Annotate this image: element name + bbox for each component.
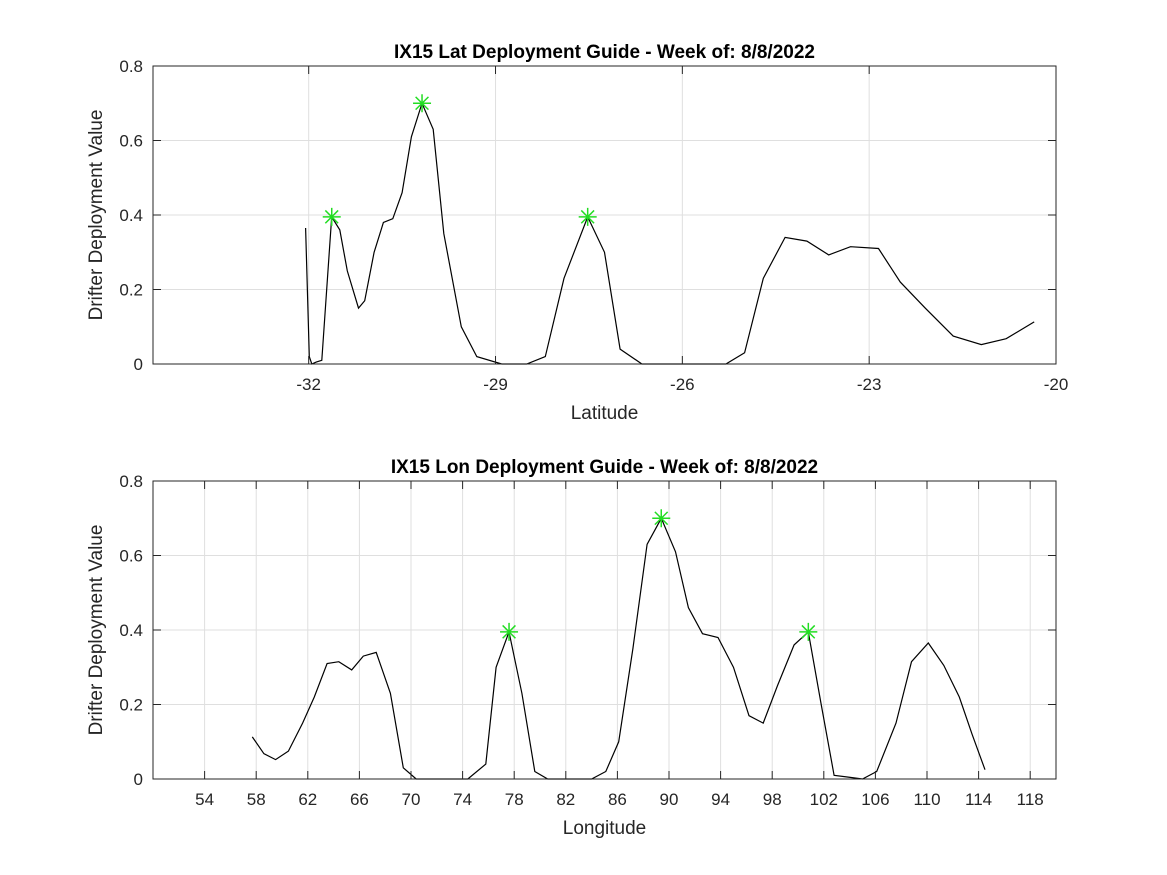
- longitude-chart-title: IX15 Lon Deployment Guide - Week of: 8/8…: [391, 457, 818, 478]
- latitude-y-tick-label: 0.6: [119, 132, 143, 151]
- longitude-y-tick-label: 0.2: [119, 696, 143, 715]
- longitude-y-tick-label: 0.4: [119, 621, 143, 640]
- longitude-x-tick-label: 106: [861, 790, 889, 809]
- longitude-peak-marker: [799, 622, 818, 641]
- longitude-ticks: 54 58 62 66 70 74 78 82 86 90 94 98 102 106 110 114 118 0…: [119, 472, 1056, 809]
- longitude-x-tick-label: 114: [965, 790, 992, 809]
- longitude-x-tick-label: 66: [350, 790, 369, 809]
- latitude-ticks: -32 -29 -26 -23 -20 0 0.2 0.4 0.6 0.8: [119, 57, 1068, 394]
- longitude-x-tick-label: 86: [608, 790, 627, 809]
- longitude-x-tick-label: 58: [247, 790, 266, 809]
- longitude-x-axis-label: Longitude: [563, 818, 646, 839]
- latitude-y-tick-label: 0: [134, 355, 143, 374]
- latitude-y-axis-label: Drifter Deployment Value: [86, 110, 107, 321]
- longitude-chart: 54 58 62 66 70 74 78 82 86 90 94 98 102 106 110 114 118 0…: [86, 457, 1057, 839]
- longitude-peak-markers: [500, 509, 818, 641]
- longitude-x-tick-label: 98: [763, 790, 782, 809]
- longitude-x-tick-label: 74: [453, 790, 472, 809]
- latitude-chart-title: IX15 Lat Deployment Guide - Week of: 8/8…: [394, 42, 815, 63]
- longitude-x-tick-label: 110: [913, 790, 940, 809]
- latitude-x-tick-label: -23: [857, 375, 882, 394]
- longitude-x-tick-label: 102: [810, 790, 838, 809]
- longitude-peak-marker: [652, 509, 671, 528]
- longitude-x-tick-label: 78: [505, 790, 524, 809]
- latitude-x-axis-label: Latitude: [571, 403, 639, 424]
- latitude-x-tick-label: -20: [1044, 375, 1069, 394]
- longitude-x-tick-label: 90: [660, 790, 679, 809]
- latitude-x-tick-label: -29: [483, 375, 508, 394]
- latitude-x-tick-label: -32: [296, 375, 321, 394]
- longitude-y-tick-label: 0.6: [119, 547, 143, 566]
- latitude-peak-marker: [413, 94, 432, 113]
- longitude-peak-marker: [500, 622, 519, 641]
- longitude-series-line: [251, 516, 986, 780]
- longitude-x-tick-label: 94: [711, 790, 730, 809]
- longitude-x-tick-label: 54: [195, 790, 214, 809]
- longitude-y-tick-label: 0.8: [119, 472, 143, 491]
- latitude-series-line: [305, 101, 1035, 365]
- longitude-y-tick-label: 0: [134, 770, 143, 789]
- latitude-peak-marker: [578, 207, 597, 226]
- latitude-peak-marker: [322, 207, 341, 226]
- latitude-chart: -32 -29 -26 -23 -20 0 0.2 0.4 0.6 0.8 IX15 Lat De…: [86, 42, 1068, 424]
- longitude-x-tick-label: 62: [298, 790, 317, 809]
- longitude-x-tick-label: 82: [556, 790, 575, 809]
- longitude-x-tick-label: 70: [402, 790, 421, 809]
- latitude-y-tick-label: 0.4: [119, 206, 143, 225]
- longitude-y-axis-label: Drifter Deployment Value: [86, 525, 107, 736]
- latitude-peak-markers: [322, 94, 597, 226]
- longitude-x-tick-label: 118: [1017, 790, 1044, 809]
- latitude-y-tick-label: 0.8: [119, 57, 143, 76]
- latitude-y-tick-label: 0.2: [119, 281, 143, 300]
- latitude-x-tick-label: -26: [670, 375, 695, 394]
